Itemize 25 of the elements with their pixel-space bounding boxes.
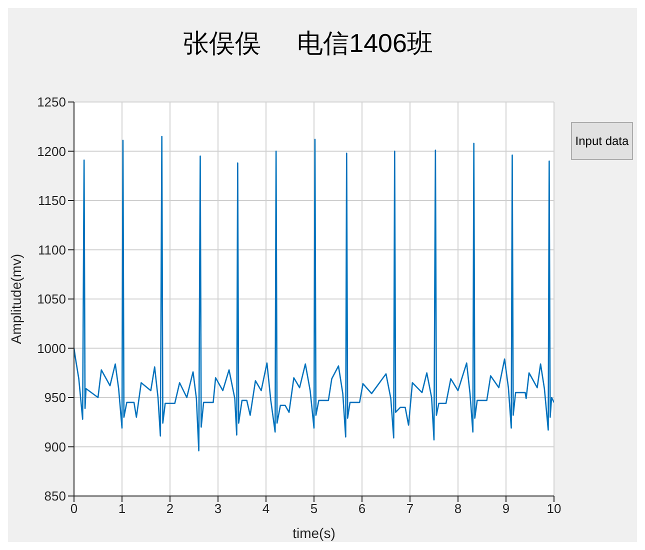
line-series xyxy=(74,136,554,452)
y-tick-label: 1000 xyxy=(37,340,66,356)
y-tick-label: 1050 xyxy=(37,292,66,307)
y-axis-title: Amplitude(mv) xyxy=(8,254,24,344)
x-tick-label: 0 xyxy=(70,501,78,516)
y-tick-label: 1200 xyxy=(37,144,66,159)
y-tick-label: 950 xyxy=(44,390,66,406)
x-tick-label: 4 xyxy=(262,501,270,516)
x-tick-label: 8 xyxy=(454,501,462,516)
x-tick-label: 3 xyxy=(214,501,222,516)
y-tick-label: 850 xyxy=(44,488,66,504)
button: Input data xyxy=(571,122,633,160)
chart-title: 张俣俣 电信1406班 xyxy=(182,27,434,60)
y-tick-label: 1250 xyxy=(37,94,66,110)
x-tick-label: 2 xyxy=(166,501,174,516)
x-tick-label: 1 xyxy=(118,501,126,516)
x-tick-label: 9 xyxy=(502,501,510,516)
x-tick-label: 10 xyxy=(546,501,562,516)
x-tick-label: 7 xyxy=(406,501,414,516)
x-tick-label: 6 xyxy=(358,501,366,516)
y-tick-label: 1150 xyxy=(38,193,66,208)
x-tick-label: 5 xyxy=(310,501,318,516)
y-tick-label: 1100 xyxy=(38,242,66,258)
y-tick-label: 900 xyxy=(44,439,66,454)
x-axis-title: time(s) xyxy=(292,525,336,541)
